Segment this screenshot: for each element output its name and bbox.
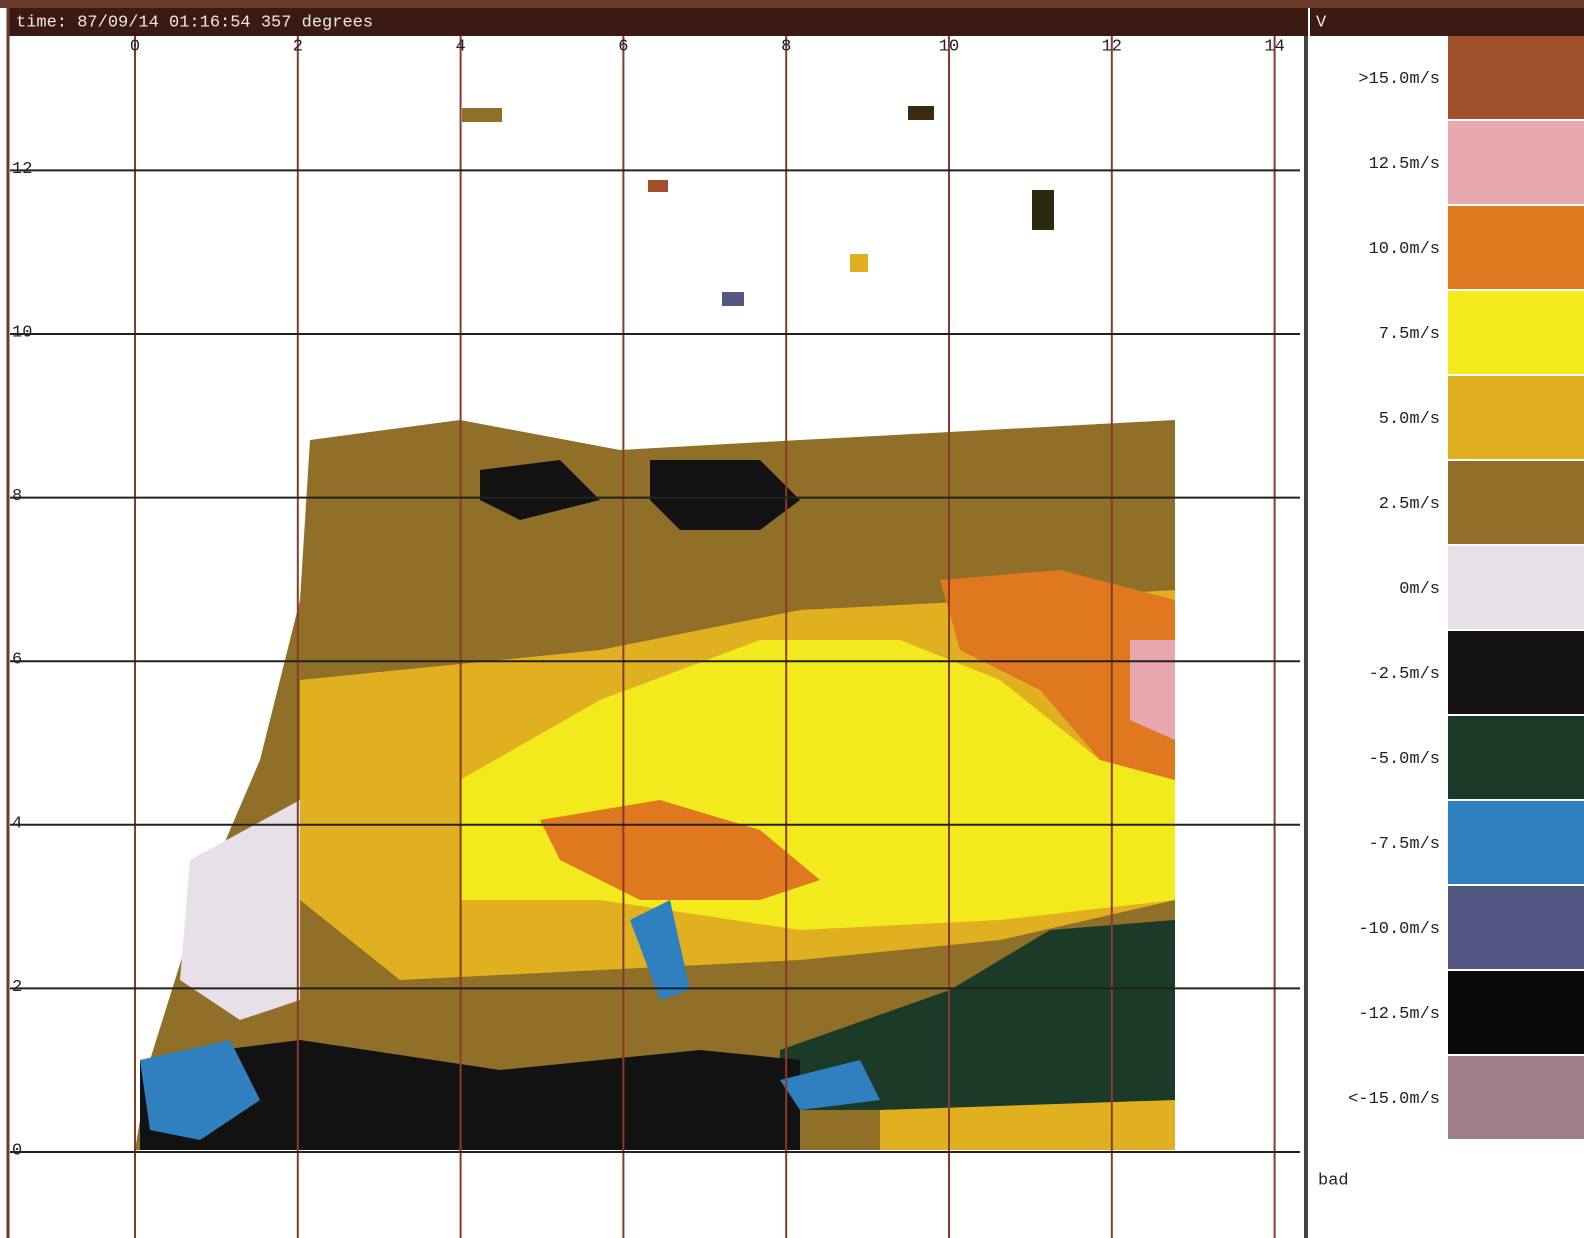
panel-title: V	[1316, 13, 1327, 32]
legend-label: -12.5m/s	[1358, 1005, 1440, 1024]
legend-label: -5.0m/s	[1369, 750, 1440, 769]
legend-swatch	[1448, 291, 1584, 374]
echo-cell	[648, 180, 668, 192]
legend-label: 0m/s	[1399, 580, 1440, 599]
legend-bad: bad	[1318, 1171, 1349, 1190]
echo-region	[180, 800, 300, 1020]
echo-region	[140, 1040, 260, 1140]
legend-label: 10.0m/s	[1369, 240, 1440, 259]
top-border	[0, 0, 1584, 8]
y-tick-label: 6	[12, 651, 22, 670]
legend-label: 5.0m/s	[1379, 410, 1440, 429]
legend-swatch	[1448, 36, 1584, 119]
x-tick-label: 6	[618, 37, 628, 56]
y-tick-label: 10	[12, 323, 32, 342]
x-tick-label: 8	[781, 37, 791, 56]
y-tick-label: 4	[12, 814, 22, 833]
legend-swatch	[1448, 971, 1584, 1054]
echo-region	[940, 570, 1175, 780]
x-tick-label: 12	[1102, 37, 1122, 56]
echo-region	[780, 920, 1175, 1110]
legend-label: 2.5m/s	[1379, 495, 1440, 514]
x-tick-label: 10	[939, 37, 959, 56]
echo-region	[650, 460, 800, 530]
legend-swatch	[1448, 461, 1584, 544]
echo-region	[880, 1100, 1175, 1150]
echo-cell	[462, 108, 502, 122]
echo-region	[780, 1060, 880, 1110]
y-tick-label: 2	[12, 978, 22, 997]
legend-label: -7.5m/s	[1369, 835, 1440, 854]
x-tick-label: 2	[293, 37, 303, 56]
x-tick-label: 0	[130, 37, 140, 56]
echo-cell	[1032, 190, 1054, 230]
echo-region	[630, 900, 690, 1000]
legend: >15.0m/s 12.5m/s 10.0m/s 7.5m/s 5.0m/s 2.5m/s…	[1348, 36, 1584, 1139]
legend-swatch	[1448, 546, 1584, 629]
legend-label: 12.5m/s	[1369, 155, 1440, 174]
legend-swatch	[1448, 801, 1584, 884]
echo-cell	[850, 254, 868, 272]
legend-swatch	[1448, 206, 1584, 289]
legend-label: -2.5m/s	[1369, 665, 1440, 684]
title-bar	[8, 8, 1308, 36]
legend-swatch	[1448, 1056, 1584, 1139]
echo-region	[140, 1040, 800, 1150]
y-tick-label: 8	[12, 487, 22, 506]
echo-region	[1130, 640, 1175, 740]
x-tick-label: 4	[455, 37, 465, 56]
legend-swatch	[1448, 631, 1584, 714]
echo-cell	[908, 106, 934, 120]
x-tick-label: 14	[1264, 37, 1284, 56]
echo-region	[480, 460, 600, 520]
legend-swatch	[1448, 121, 1584, 204]
legend-swatch	[1448, 716, 1584, 799]
y-tick-label: 12	[12, 160, 32, 179]
legend-label: -10.0m/s	[1358, 920, 1440, 939]
legend-label: >15.0m/s	[1358, 70, 1440, 89]
radar-echo	[135, 106, 1175, 1150]
legend-label: <-15.0m/s	[1348, 1090, 1440, 1109]
legend-swatch	[1448, 376, 1584, 459]
title: time: 87/09/14 01:16:54 357 degrees	[16, 13, 373, 32]
y-tick-label: 0	[12, 1141, 22, 1160]
echo-cell	[722, 292, 744, 306]
legend-label: 7.5m/s	[1379, 325, 1440, 344]
grid: 0 2 4 6 8 10 12 14 0 2 4 6 8 10 12	[10, 36, 1300, 1238]
legend-swatch	[1448, 886, 1584, 969]
panel-bar	[1310, 8, 1584, 36]
